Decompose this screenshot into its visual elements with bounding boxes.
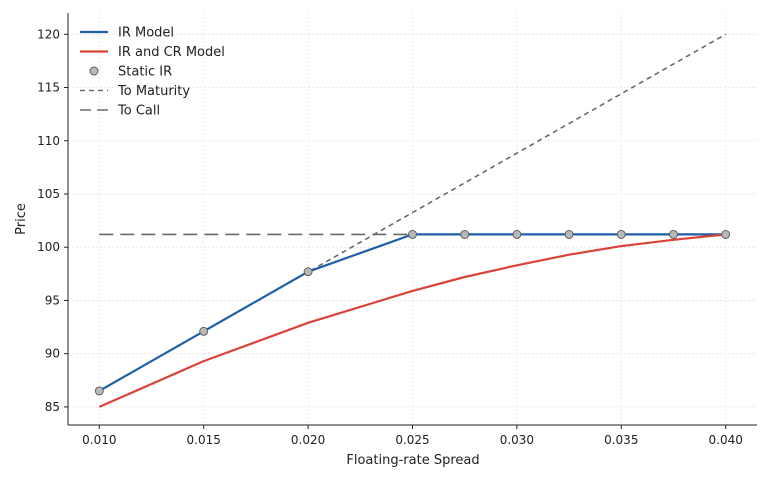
legend-label-static-ir: Static IR — [118, 65, 172, 80]
x-tick-label: 0.035 — [604, 433, 638, 447]
y-tick-label: 105 — [37, 187, 60, 201]
legend-label-ir-and-cr-model: IR and CR Model — [118, 45, 225, 60]
x-tick-label: 0.030 — [500, 433, 534, 447]
y-tick-label: 95 — [45, 293, 60, 307]
y-tick-label: 90 — [45, 347, 60, 361]
legend-label-to-maturity: To Maturity — [117, 84, 190, 99]
data-point-static-ir — [460, 229, 470, 239]
legend-label-ir-model: IR Model — [118, 26, 174, 41]
x-tick-label: 0.020 — [291, 433, 325, 447]
static-ir-markers — [94, 229, 731, 396]
grid — [68, 13, 757, 425]
y-tick-label: 115 — [37, 81, 60, 95]
tick-labels: 0.010 0.015 0.020 0.025 0.030 0.035 0.040 85 90 9… — [37, 27, 743, 447]
series-line-ir-and-cr-model — [98, 233, 726, 408]
y-tick-label: 120 — [37, 27, 60, 41]
y-tick-label: 100 — [37, 240, 60, 254]
y-tick-label: 85 — [45, 400, 60, 414]
x-tick-label: 0.025 — [395, 433, 429, 447]
legend-marker-static-ir — [89, 66, 99, 76]
y-axis-title: Price — [14, 203, 29, 235]
data-point-static-ir — [94, 386, 104, 396]
x-tick-label: 0.010 — [82, 433, 116, 447]
x-axis-title: Floating-rate Spread — [346, 453, 479, 468]
legend: IR Model IR and CR Model Static IR To Matur… — [80, 26, 225, 119]
x-tick-label: 0.040 — [709, 433, 743, 447]
data-point-static-ir — [616, 229, 626, 239]
data-point-static-ir — [669, 229, 678, 239]
legend-label-to-call: To Call — [117, 104, 160, 119]
data-point-static-ir — [564, 229, 574, 239]
data-point-static-ir — [721, 229, 731, 239]
axes — [64, 13, 757, 429]
y-tick-label: 110 — [37, 134, 60, 148]
x-tick-label: 0.015 — [187, 433, 221, 447]
series-line-ir-model — [98, 233, 726, 392]
data-point-static-ir — [512, 229, 522, 239]
data-point-static-ir — [199, 326, 209, 336]
data-point-static-ir — [303, 267, 313, 277]
data-point-static-ir — [408, 229, 417, 239]
